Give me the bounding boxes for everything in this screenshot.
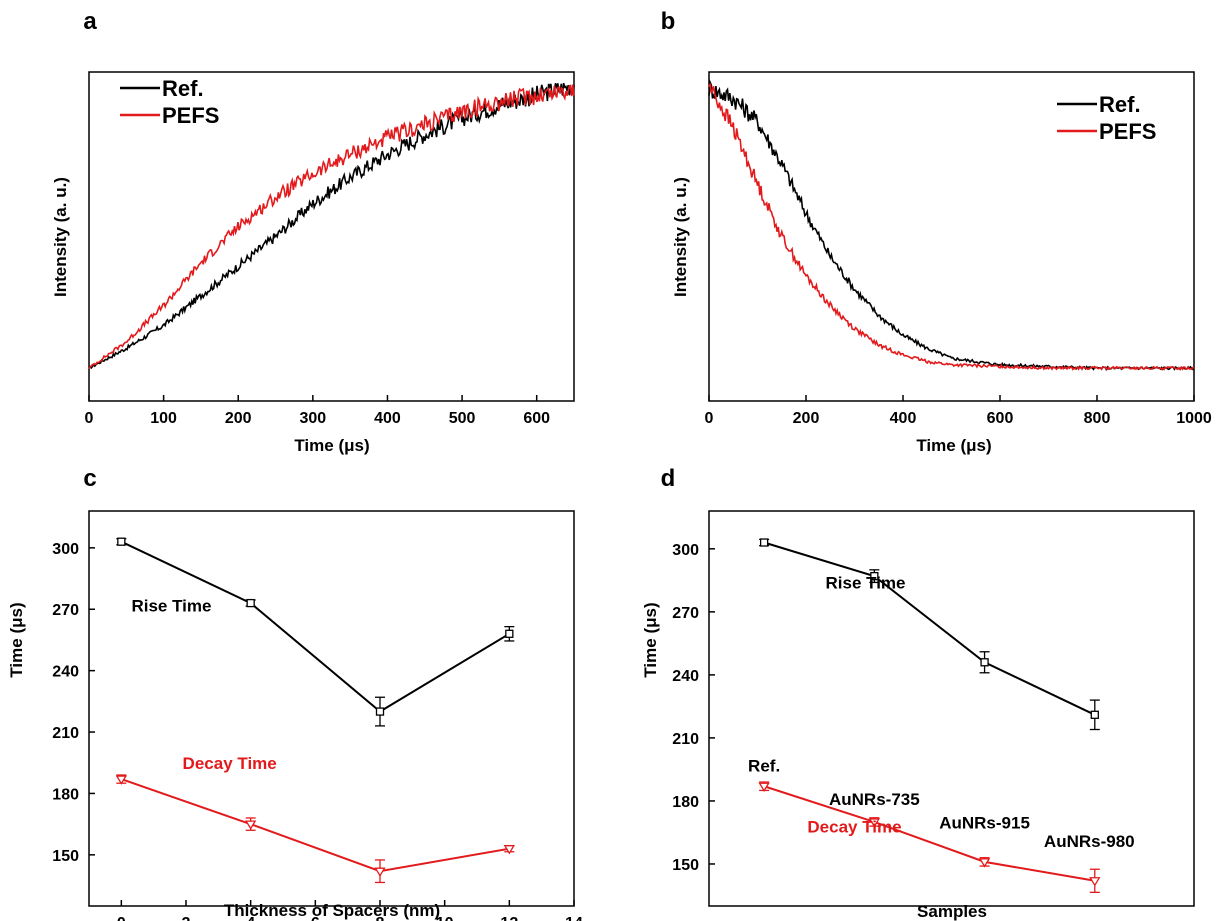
- x-tick-label: 2: [182, 915, 191, 921]
- panel-label: c: [83, 465, 96, 492]
- data-point: [246, 598, 255, 608]
- y-tick-label: 270: [672, 605, 699, 622]
- data-point: [245, 820, 257, 830]
- data-point: [115, 775, 127, 785]
- y-tick-label: 240: [672, 668, 699, 685]
- data-point: [375, 707, 385, 716]
- data-point: [758, 782, 770, 793]
- data-point: [505, 629, 514, 638]
- x-axis-label: Samples: [917, 902, 987, 921]
- data-point: [980, 658, 989, 667]
- panel-label: a: [83, 8, 97, 35]
- annotation: Ref.: [748, 757, 780, 776]
- legend-label: PEFS: [1099, 119, 1156, 144]
- x-tick-label: 200: [793, 410, 820, 427]
- x-tick-label: 0: [117, 915, 126, 921]
- y-tick-label: 150: [52, 848, 79, 865]
- y-tick-label: 240: [52, 664, 79, 681]
- x-axis-label: Time (μs): [916, 436, 991, 455]
- series-line-decay-time: [763, 785, 1095, 882]
- y-tick-label: 210: [672, 731, 699, 748]
- x-tick-label: 0: [705, 410, 714, 427]
- series-line-decay-time: [121, 778, 510, 873]
- x-tick-label: 500: [449, 410, 476, 427]
- data-point: [503, 845, 515, 855]
- panel-label: d: [661, 465, 676, 492]
- x-tick-label: 800: [1084, 410, 1111, 427]
- annotation: Decay Time: [807, 817, 901, 836]
- data-point: [1090, 710, 1099, 719]
- data-point: [374, 867, 386, 877]
- data-point: [868, 818, 880, 828]
- series-trace-pefs: [708, 83, 1195, 371]
- data-point: [978, 858, 991, 868]
- y-tick-label: 300: [52, 541, 79, 558]
- x-tick-label: 400: [890, 410, 917, 427]
- series-trace-ref: [88, 82, 575, 370]
- y-tick-label: 210: [52, 725, 79, 742]
- annotation: AuNRs-980: [1044, 832, 1135, 851]
- x-tick-label: 12: [500, 915, 518, 921]
- x-tick-label: 400: [374, 410, 401, 427]
- y-axis-label: Intensity (a. u.): [671, 177, 690, 297]
- x-tick-label: 14: [565, 915, 583, 921]
- legend-label: PEFS: [162, 103, 219, 128]
- x-tick-label: 600: [523, 410, 550, 427]
- y-tick-label: 270: [52, 602, 79, 619]
- data-point: [870, 571, 879, 581]
- y-axis-label: Time (μs): [641, 602, 660, 677]
- y-axis-label: Intensity (a. u.): [51, 177, 70, 297]
- x-tick-label: 100: [150, 410, 177, 427]
- y-axis-label: Time (μs): [7, 602, 26, 677]
- x-tick-label: 300: [299, 410, 326, 427]
- annotation: AuNRs-735: [829, 790, 920, 809]
- x-tick-label: 6: [311, 915, 320, 921]
- legend-label: Ref.: [162, 76, 204, 101]
- y-tick-label: 180: [52, 786, 79, 803]
- annotation: AuNRs-915: [939, 813, 1030, 832]
- annotation: Rise Time: [131, 596, 211, 615]
- y-tick-label: 150: [672, 857, 699, 874]
- data-point: [759, 538, 769, 547]
- data-point: [117, 537, 126, 546]
- panel-b: b 0 200 400 600 800 1000 Time (μs) Intensity (a.…: [661, 8, 1212, 455]
- annotation: Decay Time: [183, 754, 277, 773]
- x-tick-label: 8: [376, 915, 385, 921]
- panel-a: a 0 100 200 300 400 500 600 Time (μs) Intensity (…: [51, 8, 575, 455]
- y-tick-label: 180: [672, 794, 699, 811]
- annotation: Rise Time: [826, 574, 906, 593]
- panel-label: b: [661, 8, 676, 35]
- x-tick-label: 0: [85, 410, 94, 427]
- x-tick-label: 4: [246, 915, 255, 921]
- series-trace-pefs: [88, 84, 575, 370]
- data-point: [1089, 877, 1101, 887]
- plot-frame: [88, 71, 575, 402]
- x-tick-label: 10: [436, 915, 454, 921]
- series-line-rise-time: [763, 541, 1096, 716]
- panel-c: c 0 2 4 6 8 10 12 14 150 180 210 240 270 300 Thickness …: [7, 465, 583, 921]
- series-line-rise-time: [120, 540, 510, 713]
- plot-frame: [708, 510, 1195, 907]
- plot-frame: [708, 71, 1195, 402]
- x-axis-label: Time (μs): [294, 436, 369, 455]
- panel-d: d 150 180 210 240 270 300 Samples Time (μs) Rise …: [641, 465, 1195, 921]
- x-tick-label: 600: [987, 410, 1014, 427]
- y-tick-label: 300: [672, 542, 699, 559]
- legend-label: Ref.: [1099, 92, 1141, 117]
- x-tick-label: 200: [225, 410, 252, 427]
- x-tick-label: 1000: [1176, 410, 1212, 427]
- plot-frame: [88, 510, 575, 907]
- x-axis-label: Thickness of Spacers (nm): [224, 901, 440, 920]
